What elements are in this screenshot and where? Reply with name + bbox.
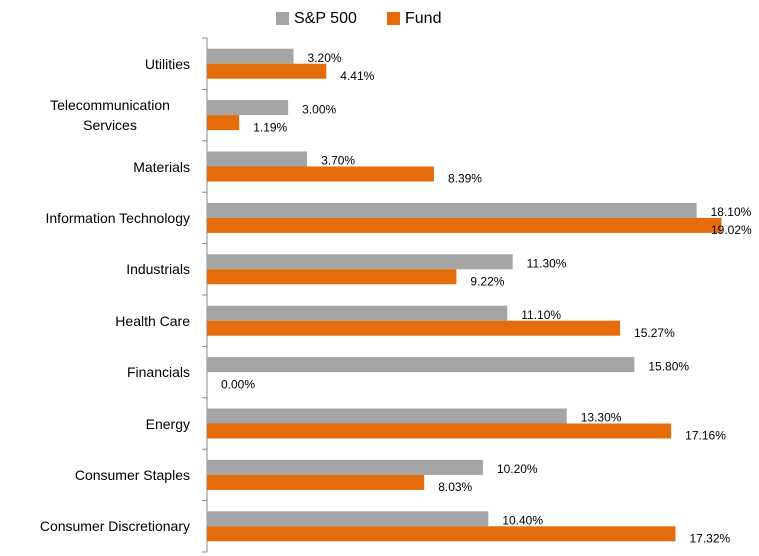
value-label: 17.32% bbox=[690, 531, 731, 545]
category-label: Industrials bbox=[0, 259, 190, 279]
value-label: 3.70% bbox=[321, 154, 355, 168]
value-label: 13.30% bbox=[581, 411, 622, 425]
bar bbox=[207, 526, 676, 542]
bar bbox=[207, 63, 327, 79]
value-label: 15.80% bbox=[648, 359, 689, 373]
value-label: 8.39% bbox=[448, 172, 482, 186]
category-label: Materials bbox=[0, 157, 190, 177]
category-label: Information Technology bbox=[0, 208, 191, 228]
category-text: Utilities bbox=[144, 55, 190, 72]
value-label: 4.41% bbox=[340, 69, 374, 83]
value-label: 3.20% bbox=[308, 51, 342, 65]
value-label: 8.03% bbox=[438, 480, 472, 494]
value-label: 18.10% bbox=[711, 205, 752, 219]
bar bbox=[207, 166, 434, 182]
value-label: 9.22% bbox=[470, 274, 504, 288]
bar bbox=[207, 254, 513, 270]
value-label: 1.19% bbox=[253, 120, 287, 134]
bar bbox=[207, 357, 635, 373]
category-text: Consumer Staples bbox=[74, 466, 190, 483]
bar bbox=[207, 408, 567, 424]
category-text: Industrials bbox=[126, 261, 190, 278]
value-label: 3.00% bbox=[302, 102, 336, 116]
category-label: Financials bbox=[0, 362, 190, 382]
legend-swatch bbox=[387, 12, 400, 25]
bar bbox=[207, 459, 483, 475]
category-label: Telecommunication Services bbox=[0, 95, 190, 135]
category-label: Energy bbox=[0, 414, 190, 434]
bar bbox=[207, 217, 722, 233]
category-label: Utilities bbox=[0, 54, 190, 74]
bar bbox=[207, 151, 308, 167]
category-text: Energy bbox=[145, 415, 190, 432]
value-label: 15.27% bbox=[634, 326, 675, 340]
category-text: Telecommunication Services bbox=[50, 97, 170, 134]
value-label: 19.02% bbox=[711, 223, 752, 237]
bar bbox=[207, 474, 425, 490]
legend-swatch bbox=[276, 12, 289, 25]
bar bbox=[207, 320, 621, 336]
category-label: Health Care bbox=[0, 311, 190, 331]
legend-label: Fund bbox=[405, 10, 441, 27]
value-label: 17.16% bbox=[685, 429, 726, 443]
category-label: Consumer Staples bbox=[0, 465, 190, 485]
bar bbox=[207, 115, 240, 131]
category-text: Financials bbox=[126, 364, 190, 381]
bar bbox=[207, 269, 457, 285]
bar bbox=[207, 423, 672, 439]
category-text: Health Care bbox=[115, 312, 190, 329]
value-label: 0.00% bbox=[221, 377, 255, 391]
category-text: Materials bbox=[133, 158, 190, 175]
value-label: 11.30% bbox=[527, 256, 567, 270]
bar bbox=[207, 305, 508, 321]
legend-label: S&P 500 bbox=[294, 10, 357, 27]
bar bbox=[207, 202, 697, 218]
category-text: Consumer Discretionary bbox=[39, 518, 190, 535]
category-text: Information Technology bbox=[45, 209, 191, 226]
value-label: 11.10% bbox=[521, 308, 561, 322]
value-label: 10.40% bbox=[502, 513, 543, 527]
bar bbox=[207, 511, 489, 527]
bar bbox=[207, 100, 289, 116]
category-label: Consumer Discretionary bbox=[0, 516, 190, 536]
value-label: 10.20% bbox=[497, 462, 538, 476]
bar bbox=[207, 48, 294, 64]
